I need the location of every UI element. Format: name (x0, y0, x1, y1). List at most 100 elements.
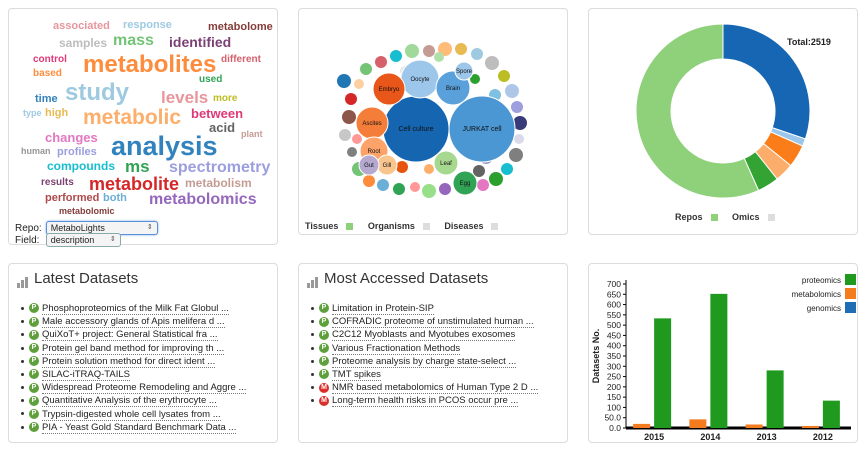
bubble[interactable] (375, 56, 387, 68)
cloud-word[interactable]: metabolomic (59, 206, 115, 216)
bubble[interactable] (423, 45, 435, 57)
dataset-link[interactable]: Male accessory glands of Apis melifera d… (42, 316, 225, 329)
legend-organisms[interactable]: Organisms (368, 221, 436, 231)
bubble[interactable] (439, 183, 451, 195)
bubble[interactable] (452, 170, 478, 196)
bubble[interactable] (347, 147, 357, 157)
bubble[interactable] (511, 101, 523, 113)
bubble[interactable] (372, 72, 406, 106)
legend-swatch[interactable] (845, 274, 856, 285)
bubble[interactable] (358, 154, 380, 176)
cloud-word[interactable]: control (33, 54, 67, 65)
dataset-link[interactable]: C2C12 Myoblasts and Myotubes exosomes (332, 329, 516, 342)
dataset-link[interactable]: Limitation in Protein-SIP (332, 303, 434, 315)
bubble[interactable] (513, 116, 527, 130)
cloud-word[interactable]: metabolism (185, 176, 252, 190)
dataset-link[interactable]: Protein solution method for direct ident… (42, 355, 216, 368)
bar-metabolomics[interactable] (801, 425, 819, 428)
bar-metabolomics[interactable] (689, 419, 707, 428)
cloud-word[interactable]: different (221, 54, 261, 65)
cloud-word[interactable]: plant (241, 129, 263, 139)
cloud-word[interactable]: changes (45, 130, 98, 145)
bubble[interactable] (505, 84, 519, 98)
legend-diseases[interactable]: Diseases (444, 221, 504, 231)
bubble[interactable] (448, 95, 516, 163)
legend-swatch[interactable] (845, 288, 856, 299)
dataset-link[interactable]: Various Fractionation Methods (332, 342, 461, 355)
cloud-word[interactable]: performed (45, 192, 100, 204)
cloud-word[interactable]: between (191, 106, 244, 121)
legend-repos[interactable]: Repos (675, 212, 724, 222)
cloud-word[interactable]: compounds (47, 159, 115, 173)
cloud-word[interactable]: acid (209, 120, 236, 135)
bubble[interactable] (339, 129, 351, 141)
bubble[interactable] (345, 93, 357, 105)
bar-proteomics[interactable] (710, 293, 728, 428)
bubble[interactable] (477, 179, 489, 191)
dataset-link[interactable]: PIA - Yeast Gold Standard Benchmark Data… (42, 421, 237, 434)
bubble[interactable] (422, 184, 436, 198)
cloud-word[interactable]: both (103, 192, 127, 204)
bubble[interactable] (471, 48, 483, 60)
cloud-word[interactable]: spectrometry (169, 159, 271, 176)
dataset-link[interactable]: Proteome analysis by charge state-select… (332, 355, 517, 368)
cloud-word[interactable]: samples (59, 36, 108, 50)
bubble[interactable] (434, 52, 444, 62)
cloud-word[interactable]: type (23, 108, 42, 118)
cloud-word[interactable]: metabolites (83, 51, 217, 78)
bubble[interactable] (489, 172, 503, 186)
legend-tissues[interactable]: Tissues (305, 221, 359, 231)
cloud-word[interactable]: metabolic (83, 106, 182, 129)
cloud-word[interactable]: high (45, 107, 69, 119)
dataset-link[interactable]: QuiXoT+ project: General Statistical fra… (42, 329, 218, 342)
bubble[interactable] (410, 182, 420, 192)
bubble[interactable] (438, 42, 452, 56)
bar-proteomics[interactable] (766, 370, 784, 428)
bubble[interactable] (363, 175, 375, 187)
bubble[interactable] (514, 134, 524, 144)
bubble[interactable] (424, 164, 434, 174)
cloud-word[interactable]: associated (53, 20, 110, 32)
dataset-link[interactable]: COFRADIC proteome of unstimulated human … (332, 316, 534, 329)
cloud-word[interactable]: more (213, 93, 238, 104)
cloud-word[interactable]: metabolome (208, 21, 273, 33)
dataset-link[interactable]: Long-term health risks in PCOS occur pre… (332, 395, 519, 408)
dataset-link[interactable]: TMT spikes (332, 368, 381, 381)
donut-slice[interactable] (635, 23, 760, 199)
cloud-word[interactable]: based (33, 68, 62, 79)
dataset-link[interactable]: Trypsin-digested whole cell lysates from… (42, 408, 221, 421)
bubble[interactable] (393, 183, 405, 195)
cloud-word[interactable]: metabolomics (149, 191, 257, 208)
donut-slice[interactable] (722, 23, 811, 140)
bar-proteomics[interactable] (822, 400, 840, 428)
bubble[interactable] (509, 148, 523, 162)
legend-omics[interactable]: Omics (732, 212, 781, 222)
dataset-link[interactable]: NMR based metabolomics of Human Type 2 D… (332, 382, 539, 395)
cloud-word[interactable]: human (21, 146, 51, 156)
bar-proteomics[interactable] (654, 318, 672, 428)
bar-metabolomics[interactable] (745, 424, 763, 428)
bubble[interactable] (377, 179, 389, 191)
field-select[interactable]: description ⇕ (45, 233, 121, 247)
bubble[interactable] (352, 134, 362, 144)
bubble[interactable] (342, 110, 356, 124)
cloud-word[interactable]: identified (169, 34, 232, 50)
bubble[interactable] (485, 56, 499, 70)
cloud-word[interactable]: analysis (111, 131, 218, 161)
bubble[interactable] (354, 79, 364, 89)
bubble[interactable] (470, 74, 480, 84)
cloud-word[interactable]: results (41, 177, 74, 188)
bubble[interactable] (433, 150, 459, 176)
cloud-word[interactable]: metabolite (89, 174, 180, 194)
dataset-link[interactable]: Phosphoproteomics of the Milk Fat Globul… (42, 303, 229, 315)
dataset-link[interactable]: Protein gel band method for improving th… (42, 342, 225, 355)
bubble[interactable] (501, 163, 513, 175)
cloud-word[interactable]: used (199, 74, 223, 85)
bubble[interactable] (454, 61, 474, 81)
cloud-word[interactable]: ms (125, 157, 150, 176)
bubble[interactable] (405, 44, 419, 58)
cloud-word[interactable]: levels (161, 88, 209, 107)
bubble[interactable] (455, 43, 467, 55)
bubble[interactable] (390, 50, 402, 62)
bubble[interactable] (360, 63, 372, 75)
